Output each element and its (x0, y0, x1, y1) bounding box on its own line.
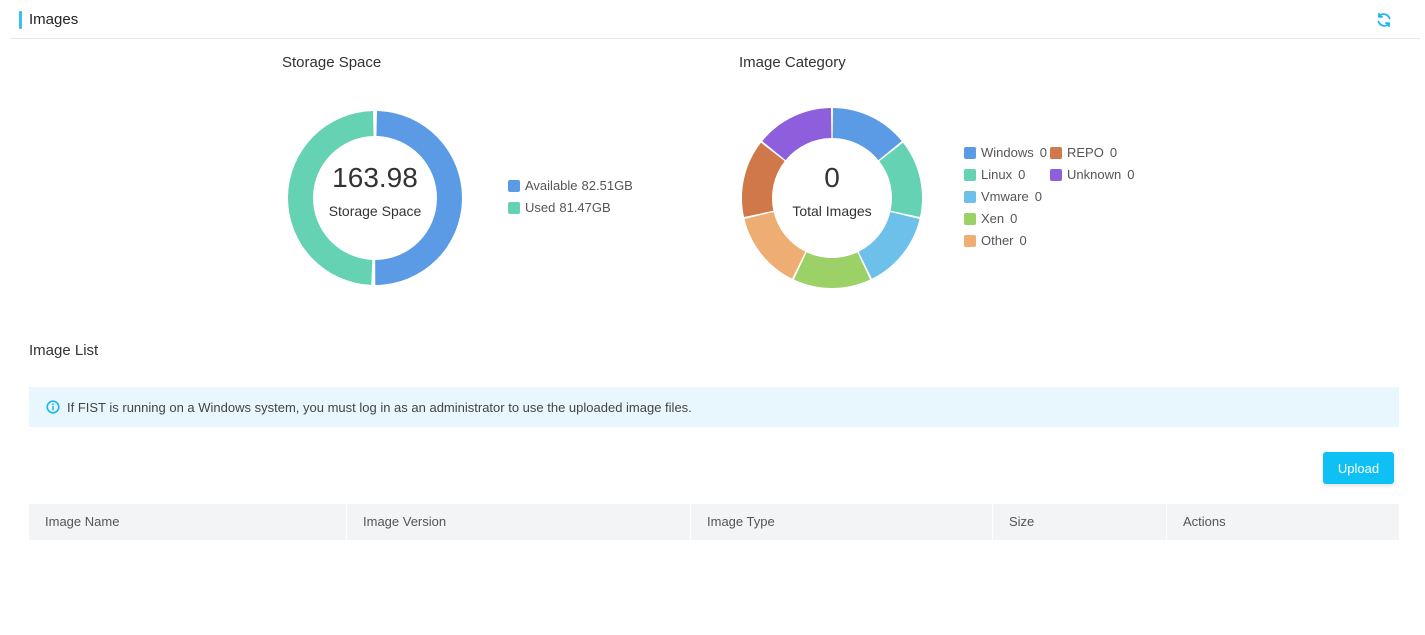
column-header-image-type[interactable]: Image Type (691, 504, 993, 540)
category-slice-unknown (762, 108, 832, 161)
storage-total: 163.98 (332, 162, 418, 193)
category-donut-chart (742, 108, 922, 288)
info-notice: If FIST is running on a Windows system, … (29, 387, 1399, 427)
title-accent-bar (19, 11, 22, 29)
legend-swatch (964, 168, 976, 181)
column-header-image-version[interactable]: Image Version (347, 504, 691, 540)
legend-used: Used 81.47GB (508, 200, 611, 215)
category-slice-repo (742, 142, 785, 218)
page-title: Images (29, 11, 79, 28)
legend-value: 0 (1127, 167, 1135, 182)
legend-available: Available 82.51GB (508, 178, 633, 193)
legend-label: Vmware (981, 189, 1029, 204)
legend-swatch (964, 212, 976, 225)
legend-label: Xen (981, 211, 1005, 226)
legend-value: 0 (1019, 233, 1027, 248)
legend-value: 0 (1109, 145, 1118, 160)
legend-repo: REPO 0 (1050, 145, 1117, 160)
legend-label: Used (525, 200, 556, 215)
legend-vmware: Vmware 0 (964, 189, 1042, 204)
refresh-icon[interactable] (1376, 12, 1392, 28)
storage-center-label: Storage Space (328, 203, 422, 219)
legend-linux: Linux 0 (964, 167, 1025, 182)
legend-value: 0 (1034, 189, 1042, 204)
page-header: Images (10, 0, 1420, 39)
image-category-title: Image Category (739, 54, 846, 71)
category-slice-vmware (858, 212, 920, 279)
legend-swatch (964, 146, 976, 159)
storage-slice-used (287, 111, 374, 285)
legend-value: 81.47GB (559, 200, 611, 215)
legend-value: 0 (1018, 167, 1026, 182)
image-table-header: Image Name Image Version Image Type Size… (29, 504, 1399, 540)
category-slice-other (744, 212, 806, 279)
storage-space-title: Storage Space (282, 54, 382, 71)
legend-label: Windows (981, 145, 1034, 160)
category-total: 0 (824, 162, 840, 193)
column-header-image-name[interactable]: Image Name (29, 504, 347, 540)
legend-unknown: Unknown 0 (1050, 167, 1134, 182)
legend-windows: Windows 0 (964, 145, 1047, 160)
legend-label: Unknown (1067, 167, 1122, 182)
image-list-title: Image List (29, 342, 99, 359)
legend-swatch (508, 179, 520, 192)
legend-swatch (964, 190, 976, 203)
legend-value: 82.51GB (581, 178, 633, 193)
notice-text: If FIST is running on a Windows system, … (67, 399, 692, 415)
category-slice-xen (793, 252, 871, 288)
legend-label: REPO (1067, 145, 1104, 160)
legend-value: 0 (1039, 145, 1047, 160)
category-center-label: Total Images (792, 203, 872, 219)
legend-label: Other (981, 233, 1014, 248)
legend-swatch (508, 201, 520, 214)
legend-xen: Xen 0 (964, 211, 1017, 226)
column-header-actions[interactable]: Actions (1183, 514, 1226, 529)
legend-swatch (1050, 168, 1062, 181)
legend-other: Other 0 (964, 233, 1027, 248)
legend-label: Available (525, 178, 578, 193)
storage-slice-available (375, 111, 462, 285)
category-slice-windows (832, 108, 902, 161)
legend-value: 0 (1010, 211, 1018, 226)
legend-swatch (964, 234, 976, 247)
category-slice-linux (879, 142, 922, 218)
legend-label: Linux (981, 167, 1013, 182)
info-icon (46, 400, 60, 414)
upload-button[interactable]: Upload (1323, 452, 1394, 484)
column-header-size[interactable]: Size (993, 504, 1167, 540)
legend-swatch (1050, 146, 1062, 159)
storage-donut-chart (287, 111, 462, 285)
